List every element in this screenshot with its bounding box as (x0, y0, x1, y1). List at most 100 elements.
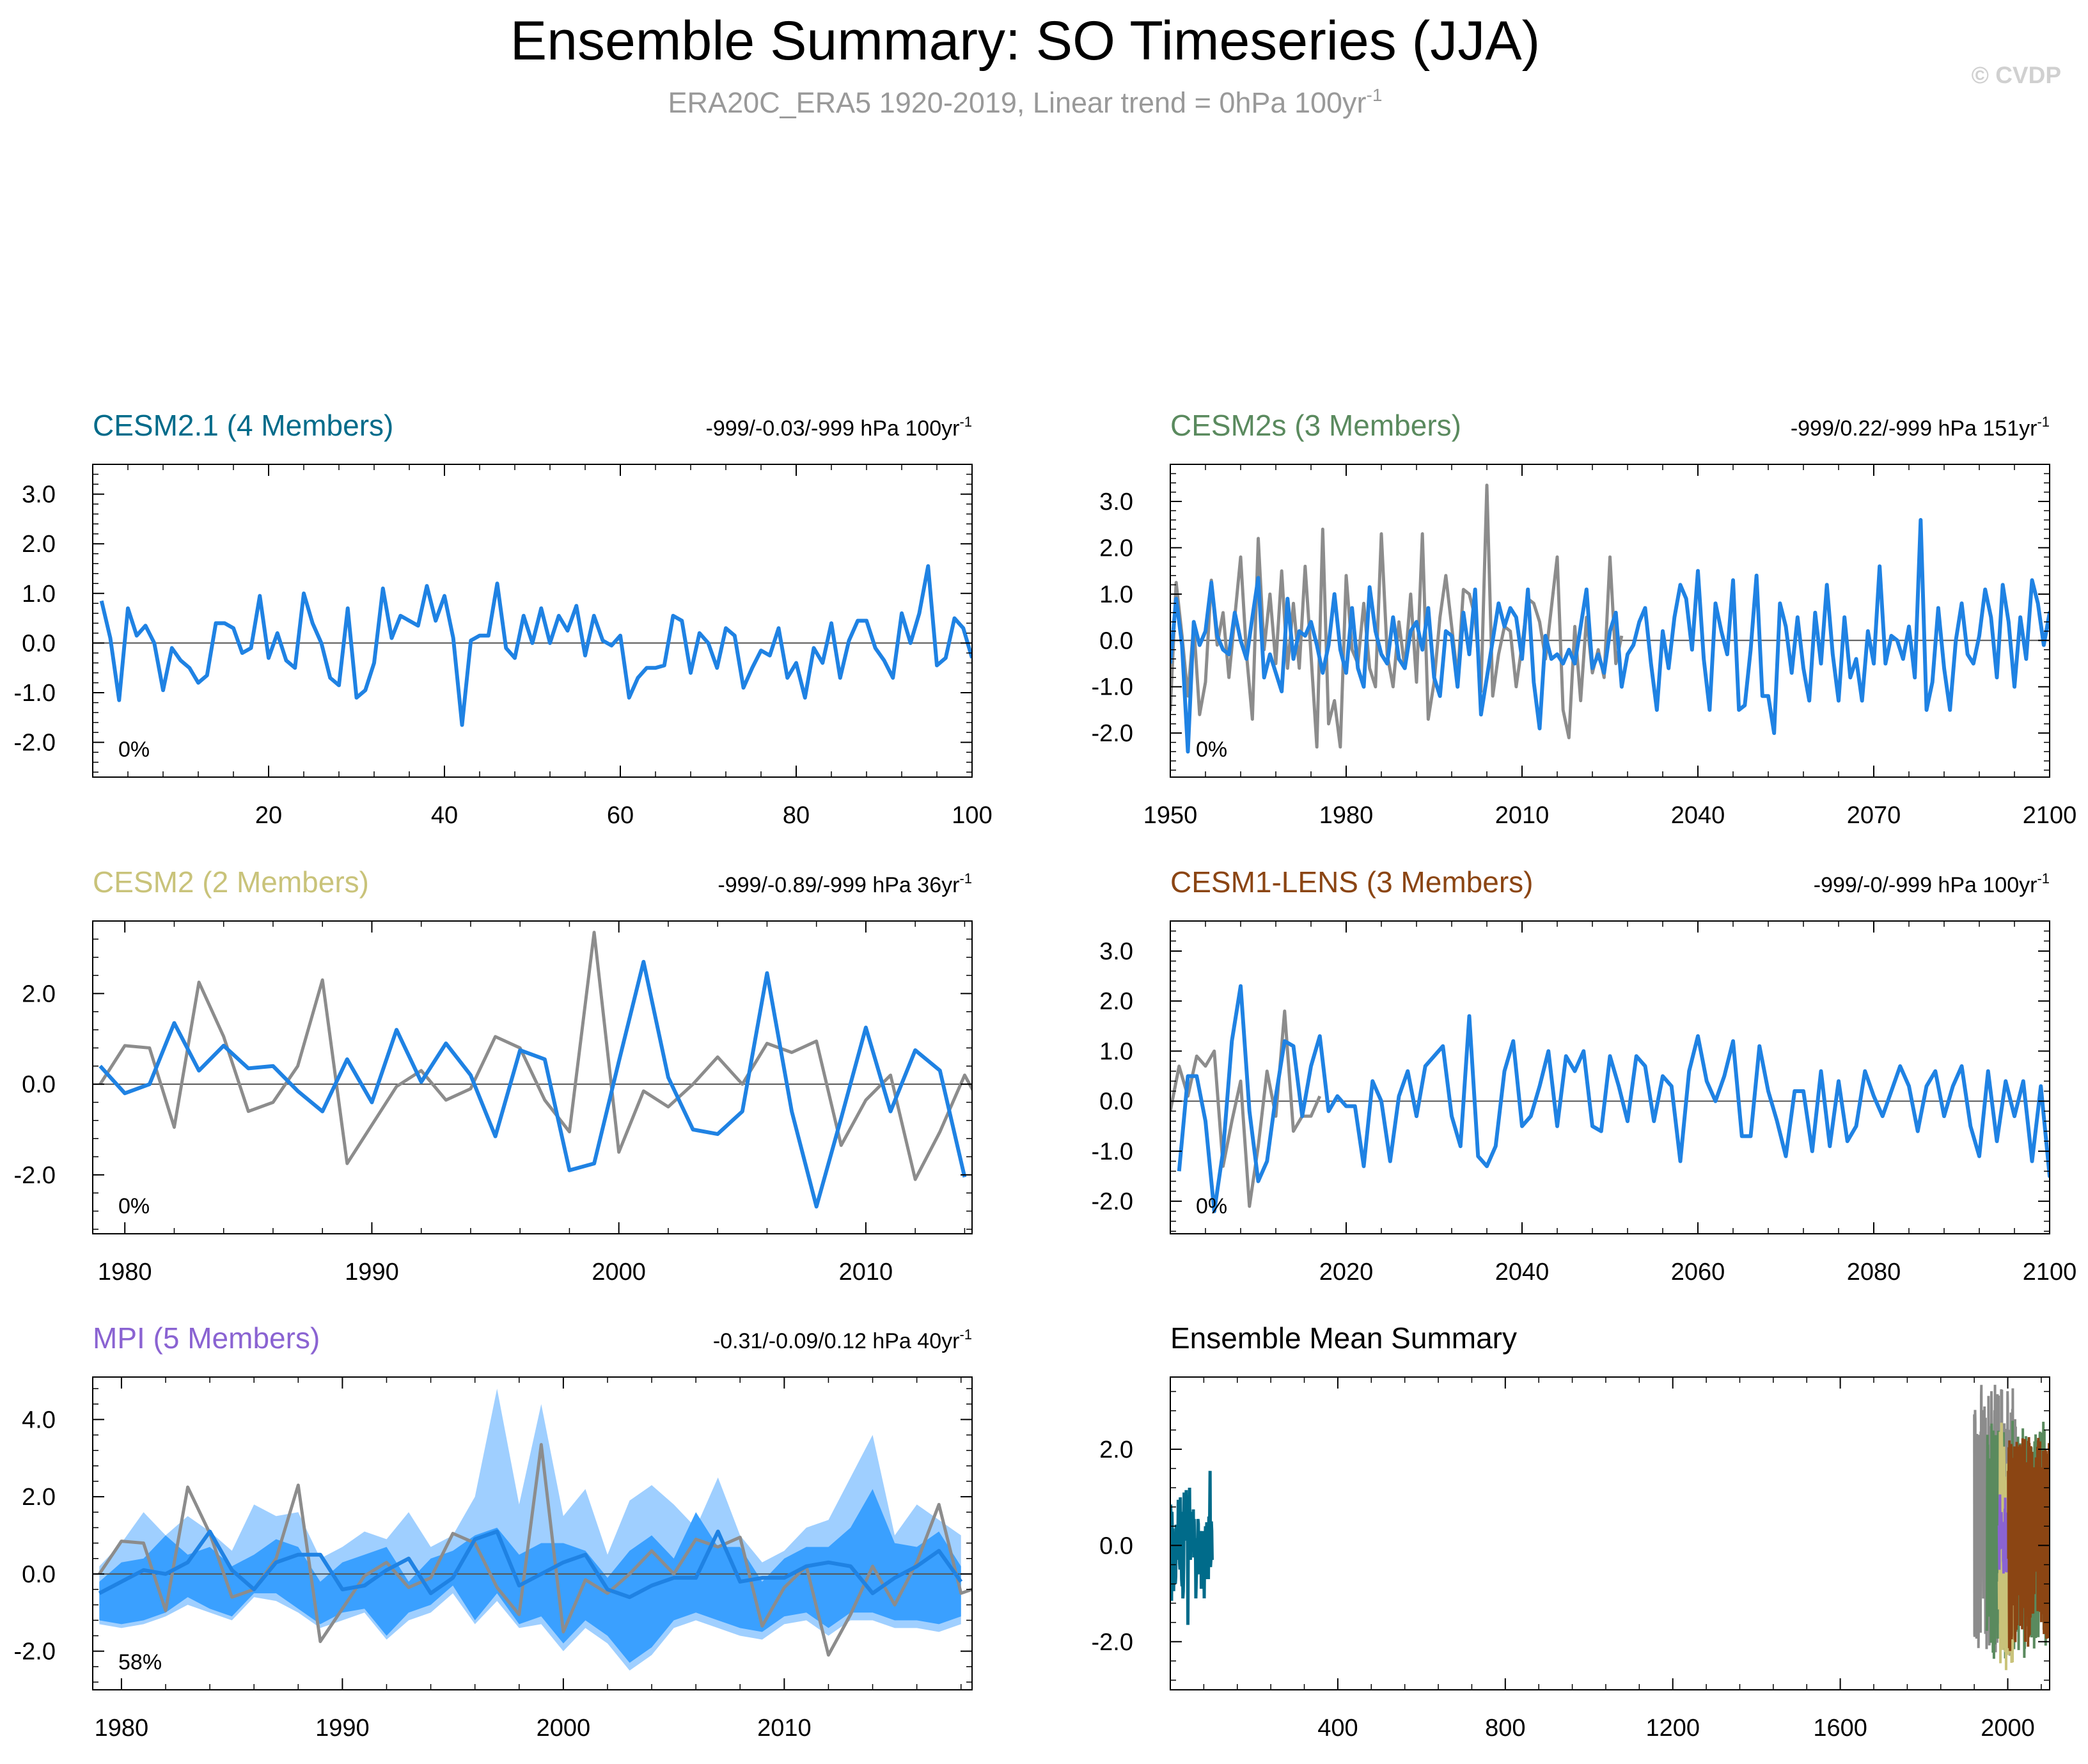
y-tick-label: -1.0 (1092, 1138, 1133, 1165)
y-tick-label: 0.0 (1099, 1089, 1133, 1115)
x-tick-label: 1950 (1143, 802, 1198, 829)
y-tick-label: -1.0 (14, 680, 56, 707)
panel-cesm2: CESM2 (2 Members) -999/-0.89/-999 hPa 36y… (14, 865, 973, 1286)
figure-title: Ensemble Summary: SO Timeseries (JJA) (510, 10, 1540, 72)
panel-title: CESM2 (2 Members) (93, 865, 369, 899)
x-tick-label: 2000 (592, 1259, 646, 1286)
y-tick-label: 2.0 (22, 531, 56, 558)
trend-label: -999/-0/-999 hPa 100yr-1 (1814, 870, 2050, 897)
percent-label: 0% (118, 1194, 150, 1218)
x-tick-label: 1980 (95, 1715, 149, 1742)
x-tick-label: 1980 (98, 1259, 152, 1286)
plot-area (93, 564, 972, 727)
plot-area (1170, 484, 2050, 754)
x-tick-label: 100 (952, 802, 992, 829)
x-tick-label: 1980 (1319, 802, 1374, 829)
y-tick-label: 2.0 (1099, 988, 1133, 1015)
y-tick-label: 0.0 (22, 630, 56, 657)
figure-subtitle-exponent: -1 (1367, 85, 1383, 105)
y-tick-label: -2.0 (14, 1639, 56, 1666)
plot-area (1170, 1385, 2050, 1671)
x-tick-label: 2100 (2023, 802, 2077, 829)
plot-frame (1170, 920, 2050, 1234)
trend-label-text: -999/-0/-999 hPa 100yr (1814, 873, 2037, 897)
x-tick-label: 2080 (1847, 1259, 1901, 1286)
x-tick-label: 1600 (1813, 1715, 1867, 1742)
plot-area (93, 931, 972, 1209)
y-tick-label: -2.0 (1092, 1629, 1133, 1656)
y-tick-label: 3.0 (1099, 489, 1133, 516)
plot-frame (92, 920, 973, 1234)
figure-subtitle-text: ERA20C_ERA5 1920-2019, Linear trend = 0h… (668, 86, 1367, 119)
trend-label-exponent: -1 (959, 870, 972, 886)
y-tick-label: -2.0 (14, 1162, 56, 1189)
x-tick-label: 60 (607, 802, 634, 829)
y-tick-label: 2.0 (1099, 535, 1133, 562)
y-tick-label: -2.0 (1092, 1188, 1133, 1215)
percent-label: 0% (1196, 737, 1227, 762)
trend-label: -0.31/-0.09/0.12 hPa 40yr-1 (713, 1327, 972, 1353)
percent-label: 0% (118, 737, 150, 762)
ensemble-line (1170, 517, 2050, 754)
plot-frame (92, 1376, 973, 1690)
ensemble-line (99, 564, 972, 727)
panel-title: Ensemble Mean Summary (1170, 1321, 1517, 1355)
y-tick-label: 4.0 (22, 1406, 56, 1433)
summary-trace-cesm1lens (2007, 1437, 2050, 1651)
trend-label-text: -999/0.22/-999 hPa 151yr (1791, 416, 2037, 441)
panel-title: CESM2s (3 Members) (1170, 409, 1461, 442)
y-tick-label: 1.0 (1099, 581, 1133, 608)
spread-band-inner (99, 1489, 961, 1663)
x-tick-label: 2010 (757, 1715, 812, 1742)
panel-title: CESM2.1 (4 Members) (93, 409, 393, 442)
x-tick-label: 2040 (1671, 802, 1725, 829)
y-tick-label: -1.0 (1092, 674, 1133, 701)
panel-title: CESM1-LENS (3 Members) (1170, 865, 1533, 899)
trend-label-exponent: -1 (959, 1327, 972, 1343)
trend-label: -999/-0.03/-999 hPa 100yr-1 (706, 414, 973, 441)
ensemble-line (98, 959, 967, 1209)
figure-subtitle: ERA20C_ERA5 1920-2019, Linear trend = 0h… (668, 85, 1383, 119)
panel-cesm2s: CESM2s (3 Members) -999/0.22/-999 hPa 151… (1092, 409, 2077, 829)
y-tick-label: 2.0 (22, 980, 56, 1007)
plot-frame (1170, 1376, 2050, 1690)
percent-label: 58% (118, 1650, 162, 1674)
x-tick-label: 2100 (2023, 1259, 2077, 1286)
x-tick-label: 20 (255, 802, 282, 829)
panel-cesm1lens: CESM1-LENS (3 Members) -999/-0/-999 hPa 1… (1092, 865, 2077, 1286)
panel-cesm21: CESM2.1 (4 Members) -999/-0.03/-999 hPa 1… (14, 409, 993, 829)
trend-label-text: -999/-0.89/-999 hPa 36yr (718, 873, 959, 897)
ensemble-line (98, 1529, 963, 1600)
y-tick-label: 0.0 (1099, 627, 1133, 654)
trend-label-text: -999/-0.03/-999 hPa 100yr (706, 416, 960, 441)
trend-label-exponent: -1 (2037, 414, 2050, 430)
y-tick-label: 0.0 (22, 1071, 56, 1098)
x-tick-label: 1200 (1645, 1715, 1700, 1742)
ensemble-line (1177, 984, 2050, 1213)
observations-line (1170, 1009, 1322, 1208)
watermark: © CVDP (1972, 62, 2061, 88)
x-tick-label: 80 (783, 802, 810, 829)
panels-group: CESM2.1 (4 Members) -999/-0.03/-999 hPa 1… (14, 409, 2077, 1742)
trend-label: -999/-0.89/-999 hPa 36yr-1 (718, 870, 972, 897)
x-tick-label: 2000 (537, 1715, 591, 1742)
x-tick-label: 800 (1485, 1715, 1525, 1742)
x-tick-label: 2010 (1495, 802, 1550, 829)
x-tick-label: 400 (1317, 1715, 1358, 1742)
x-tick-label: 2010 (839, 1259, 893, 1286)
x-tick-label: 2040 (1495, 1259, 1550, 1286)
x-tick-label: 2070 (1847, 802, 1901, 829)
panel-title: MPI (5 Members) (93, 1321, 320, 1355)
y-tick-label: 0.0 (22, 1561, 56, 1588)
y-tick-label: -2.0 (1092, 720, 1133, 747)
observations-line (98, 931, 972, 1181)
trend-label-exponent: -1 (959, 414, 972, 430)
y-tick-label: -2.0 (14, 730, 56, 757)
panel-mean_summary: Ensemble Mean Summary 400 800 1200 1600 2000 2… (1092, 1321, 2050, 1742)
plot-frame (92, 464, 973, 778)
x-tick-label: 40 (431, 802, 458, 829)
trend-label-text: -0.31/-0.09/0.12 hPa 40yr (713, 1329, 960, 1353)
y-tick-label: 3.0 (22, 482, 56, 508)
x-tick-label: 1990 (315, 1715, 370, 1742)
